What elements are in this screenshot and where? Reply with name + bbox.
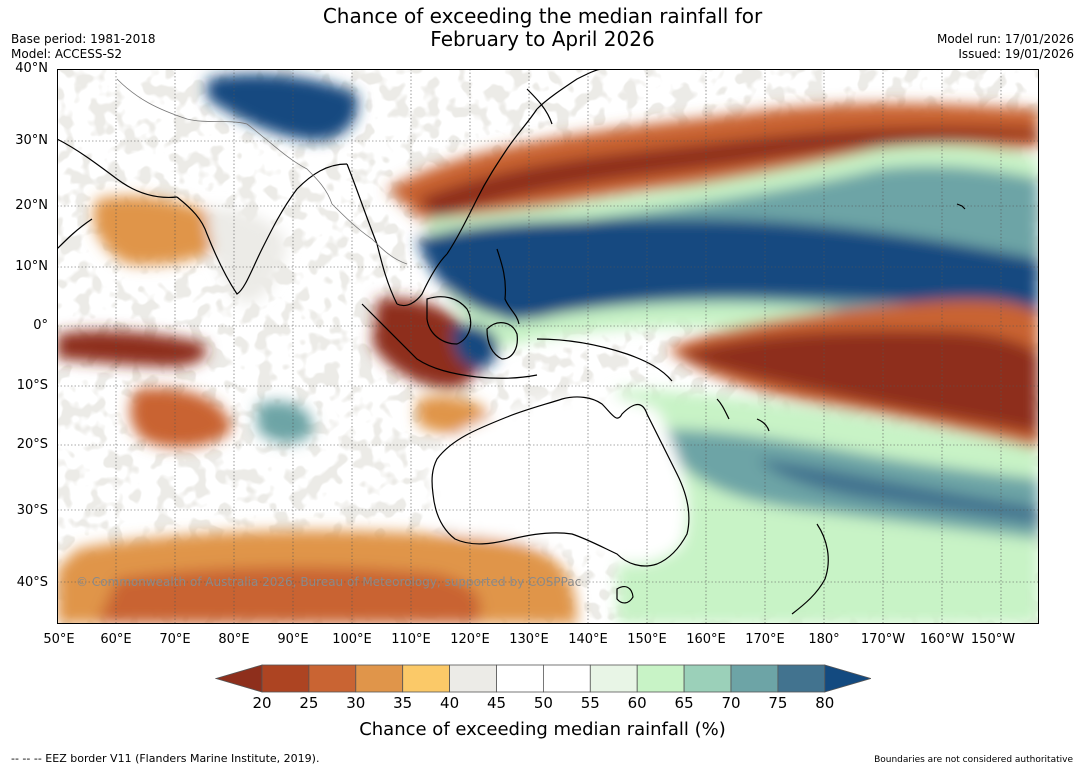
meta-right: Model run: 17/01/2026 Issued: 19/01/2026 <box>937 32 1074 62</box>
lon-label-70e: 70°E <box>159 632 191 647</box>
colorbar-tick-label: 75 <box>768 694 788 712</box>
colorbar-tick-label: 20 <box>252 694 272 712</box>
wet-band-pacific <box>417 219 1039 320</box>
colorbar-swatch <box>402 664 450 693</box>
colorbar-tick-label: 70 <box>721 694 741 712</box>
lat-label-20s: 20°S <box>16 437 48 452</box>
australia-fill <box>426 394 688 564</box>
eez-border-note: -- -- -- EEZ border V11 (Flanders Marine… <box>11 752 320 765</box>
wet-tibet <box>207 74 358 141</box>
colorbar-swatch <box>449 664 497 693</box>
lat-label-30n: 30°N <box>15 133 48 148</box>
lat-label-40n: 40°N <box>15 61 48 76</box>
colorbar-swatch <box>683 664 732 693</box>
lat-label-30s: 30°S <box>16 503 48 518</box>
colorbar <box>215 664 871 693</box>
model-text: Model: ACCESS-S2 <box>11 47 123 61</box>
map-title-line2: February to April 2026 <box>430 27 655 51</box>
colorbar-tick-label: 45 <box>486 694 507 712</box>
colorbar-swatch <box>589 664 638 693</box>
country-borders <box>116 78 408 265</box>
lat-label-40s: 40°S <box>16 575 48 590</box>
lon-label-170e: 170°E <box>745 632 785 647</box>
lon-label-110e: 110°E <box>391 632 431 647</box>
lon-label-80e: 80°E <box>218 632 250 647</box>
meta-left: Base period: 1981-2018 Model: ACCESS-S2 <box>11 32 156 62</box>
lon-label-150w: 150°W <box>970 632 1016 647</box>
issued-text: Issued: 19/01/2026 <box>958 47 1074 61</box>
colorbar-swatch <box>730 664 779 693</box>
lat-label-20n: 20°N <box>15 198 48 213</box>
lon-label-90e: 90°E <box>277 632 309 647</box>
dry-indonesia <box>372 298 481 389</box>
graticule <box>57 69 1039 624</box>
colorbar-swatch <box>777 664 826 693</box>
colorbar-tick-label: 50 <box>533 694 553 712</box>
colorbar-extend-high <box>824 664 871 693</box>
lon-label-160w: 160°W <box>919 632 965 647</box>
colorbar-tick-label: 40 <box>440 694 460 712</box>
colorbar-tick-label: 55 <box>580 694 600 712</box>
lon-label-140e: 140°E <box>568 632 608 647</box>
dry-band-south-pacific <box>677 330 1039 434</box>
colorbar-swatch <box>542 664 591 693</box>
colorbar-tick-label: 25 <box>299 694 319 712</box>
colorbar-tick-label: 35 <box>393 694 413 712</box>
base-period-text: Base period: 1981-2018 <box>11 32 156 46</box>
model-run-text: Model run: 17/01/2026 <box>936 32 1074 46</box>
lat-label-0: 0° <box>33 318 48 333</box>
lon-label-130e: 130°E <box>509 632 549 647</box>
colorbar-extend-low <box>215 664 263 693</box>
copyright-notice: © Commonwealth of Australia 2026, Bureau… <box>76 575 582 589</box>
colorbar-label: Chance of exceeding median rainfall (%) <box>359 719 726 740</box>
lon-label-180: 180° <box>808 632 840 647</box>
lon-label-170w: 170°W <box>860 632 906 647</box>
lon-label-50e: 50°E <box>43 632 75 647</box>
map-title: Chance of exceeding the median rainfall … <box>0 5 1085 51</box>
colorbar-tick-label: 30 <box>346 694 366 712</box>
colorbar-swatch <box>355 664 404 693</box>
map-title-line1: Chance of exceeding the median rainfall … <box>322 4 763 28</box>
coastlines <box>57 69 966 615</box>
colorbar-swatch <box>496 664 544 693</box>
lon-label-160e: 160°E <box>686 632 726 647</box>
lon-label-120e: 120°E <box>450 632 490 647</box>
rainfall-map <box>57 69 1039 624</box>
colorbar-swatch <box>636 664 685 693</box>
lon-label-100e: 100°E <box>332 632 372 647</box>
colorbar-tick-label: 80 <box>815 694 835 712</box>
colorbar-tick-label: 65 <box>674 694 694 712</box>
boundaries-disclaimer: Boundaries are not considered authoritat… <box>874 755 1073 765</box>
colorbar-swatch <box>261 664 310 693</box>
lon-label-60e: 60°E <box>100 632 132 647</box>
lon-label-150e: 150°E <box>627 632 667 647</box>
lat-label-10s: 10°S <box>16 378 48 393</box>
australia-coast <box>431 396 690 567</box>
map-frame <box>57 69 1039 624</box>
colorbar-tick-label: 60 <box>627 694 647 712</box>
colorbar-swatch <box>308 664 357 693</box>
lat-label-10n: 10°N <box>15 259 48 274</box>
